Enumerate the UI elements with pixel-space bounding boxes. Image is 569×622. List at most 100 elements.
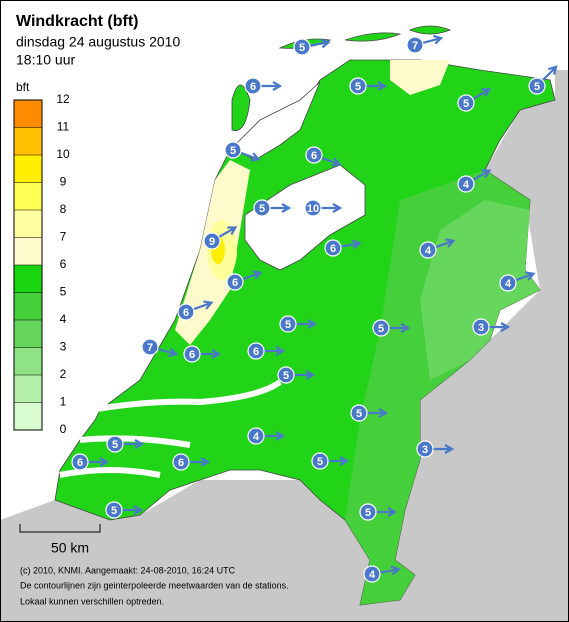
scale-bar [19,524,101,533]
wind-arrow [540,65,558,83]
station-marker [253,199,271,217]
station-marker [279,315,297,333]
legend-band [14,265,42,293]
legend-tick-label: 0 [60,422,67,436]
station: 5 [528,65,558,95]
station: 7 [406,34,444,54]
wind-arrow [262,346,286,356]
station: 9 [203,226,238,250]
wind-arrow [120,505,144,515]
station-marker [305,146,323,164]
station: 4 [419,238,456,259]
wind-arrow [238,151,261,162]
legend-band [14,100,42,128]
station-value: 6 [330,243,336,255]
station-value: 4 [369,569,376,581]
legend-tick-label: 11 [57,120,70,134]
wind-arrow [121,439,145,449]
station-value: 4 [253,431,260,443]
legend-tick-label: 4 [60,312,67,326]
station-marker [359,503,377,521]
station-marker [457,175,475,193]
legend-tick-label: 8 [60,202,67,216]
wind-arrow [319,203,343,213]
station: 7 [141,338,179,358]
time: 18:10 uur [16,52,75,68]
station-marker [419,241,437,259]
station: 6 [177,300,214,321]
station-marker [457,94,475,112]
scale-label: 50 km [51,540,89,556]
station-marker [172,453,190,471]
station-value: 6 [189,349,195,361]
legend-band [14,127,42,155]
station: 5 [105,501,144,519]
wind-arrow [307,38,331,49]
station-value: 5 [259,203,265,215]
wind-arrow [377,565,401,576]
station: 6 [244,77,283,95]
wind-arrow [262,431,286,441]
station-marker [349,77,367,95]
station-value: 5 [463,98,469,110]
station: 5 [349,77,388,95]
station-marker [177,303,195,321]
legend-band [14,182,42,210]
station: 4 [363,565,401,583]
station: 4 [247,427,286,445]
wind-arrow [155,347,179,358]
station-value: 7 [147,342,153,354]
station: 5 [350,404,389,422]
station: 10 [304,199,343,217]
station-value: 5 [299,42,305,54]
station-marker [311,452,329,470]
wind-arrow [294,319,318,329]
station: 6 [71,453,110,471]
station-marker [293,38,311,56]
stations: 5 7 5 5 6 5 5 6 4 5 10 9 6 4 6 4 6 5 5 3 7 6 6 5 5 5 4 3 6 6 5 5 5 4 [71,34,558,583]
legend-tick-label: 12 [56,92,70,106]
wind-arrow [319,156,342,167]
station-value: 5 [285,319,291,331]
station-value: 6 [178,457,184,469]
legend-tick-label: 5 [60,285,67,299]
station-value: 7 [412,40,418,52]
station: 6 [172,453,211,471]
station-marker [203,232,221,250]
legend-tick-label: 1 [60,395,67,409]
wind-arrow [420,34,444,45]
station-marker [372,319,390,337]
station: 6 [226,270,263,291]
station: 4 [457,169,492,193]
station-marker [247,342,265,360]
waddenzee [231,81,321,161]
station: 6 [247,342,286,360]
wind-arrow [387,323,411,333]
station: 5 [372,319,411,337]
station-marker [106,435,124,453]
wind-arrow [187,457,211,467]
wind-arrow [240,270,263,281]
station-value: 6 [250,81,256,93]
ijsselmeer [244,164,366,271]
station-value: 6 [77,457,83,469]
wind-arrow [338,239,362,250]
station: 4 [499,271,536,292]
wind-arrow [364,81,388,91]
station-marker [244,77,262,95]
station-value: 5 [378,323,384,335]
station-value: 6 [253,346,259,358]
legend-band [14,375,42,403]
station-value: 9 [209,236,215,248]
station-marker [141,338,159,356]
station: 5 [279,315,318,333]
legend-tick-label: 10 [56,147,70,161]
legend-tick-label: 3 [60,340,67,354]
wind-arrow [292,370,316,380]
station: 6 [183,345,222,363]
legend-band [14,320,42,348]
wind-arrow [191,300,214,311]
wind-arrow [433,238,456,249]
station-marker [472,318,490,336]
